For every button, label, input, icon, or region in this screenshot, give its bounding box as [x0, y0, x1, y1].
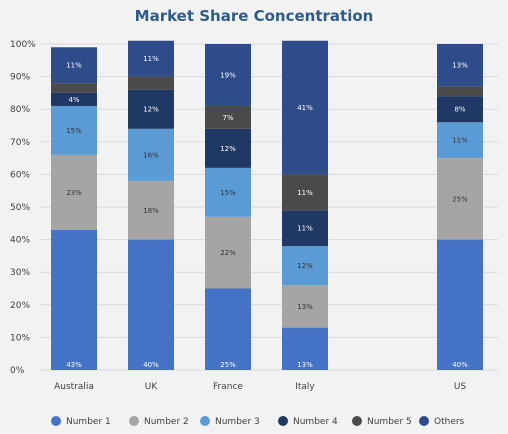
bar-segment: [437, 239, 483, 370]
bar-segment: [282, 246, 328, 286]
bar-segment: [205, 167, 251, 217]
y-tick-label: 60%: [10, 170, 30, 180]
data-label: 12%: [220, 145, 236, 153]
bar-segment: [128, 89, 174, 129]
data-label: 40%: [143, 361, 159, 369]
data-label: 8%: [454, 106, 465, 114]
y-tick-label: 50%: [10, 203, 30, 213]
bar-segment: [205, 216, 251, 289]
data-label: 15%: [66, 127, 82, 135]
bar-segment: [282, 40, 328, 175]
legend-marker: [51, 416, 61, 426]
data-label: 25%: [220, 361, 236, 369]
bar-segment: [437, 122, 483, 159]
y-tick-label: 40%: [10, 236, 30, 246]
data-label: 13%: [297, 361, 313, 369]
legend-label: Number 3: [215, 417, 260, 427]
y-tick-label: 30%: [10, 268, 30, 278]
data-label: 13%: [297, 303, 313, 311]
legend-marker: [278, 416, 288, 426]
bar-segment: [282, 327, 328, 370]
bar-segment: [51, 154, 97, 230]
data-label: 4%: [68, 96, 79, 104]
bar-segment: [437, 158, 483, 240]
bar-segment: [437, 86, 483, 97]
bar-segment: [437, 44, 483, 87]
x-tick-label: Italy: [295, 382, 315, 392]
legend-marker: [129, 416, 139, 426]
data-label: 19%: [220, 71, 236, 79]
data-label: 43%: [66, 361, 82, 369]
bar-segment: [282, 285, 328, 328]
data-label: 7%: [222, 114, 233, 122]
chart-title: Market Share Concentration: [134, 7, 374, 25]
y-tick-label: 80%: [10, 105, 30, 115]
y-tick-label: 20%: [10, 301, 30, 311]
legend-marker: [200, 416, 210, 426]
legend-marker: [352, 416, 362, 426]
bar-segment: [128, 239, 174, 370]
legend-label: Number 1: [66, 417, 111, 427]
data-label: 23%: [66, 189, 82, 197]
data-label: 11%: [66, 62, 82, 70]
legend-marker: [419, 416, 429, 426]
legend-label: Number 2: [144, 417, 189, 427]
bar-segment: [128, 76, 174, 90]
y-tick-label: 70%: [10, 138, 30, 148]
bar-segment: [282, 210, 328, 247]
data-label: 11%: [297, 189, 313, 197]
y-tick-label: 90%: [10, 73, 30, 83]
bar-segment: [128, 128, 174, 181]
data-label: 12%: [143, 106, 159, 114]
data-label: 22%: [220, 249, 236, 257]
bar-segment: [51, 47, 97, 84]
bar-segment: [205, 288, 251, 370]
data-label: 15%: [220, 189, 236, 197]
bar-segment: [51, 92, 97, 106]
legend-label: Others: [434, 417, 465, 427]
y-tick-label: 100%: [10, 40, 36, 50]
data-label: 41%: [297, 104, 313, 112]
bar-segment: [437, 96, 483, 123]
data-label: 11%: [452, 137, 468, 145]
bar-segment: [282, 174, 328, 211]
bar-segment: [128, 180, 174, 240]
y-tick-label: 0%: [10, 366, 25, 376]
data-label: 40%: [452, 361, 468, 369]
data-label: 11%: [143, 55, 159, 63]
bar-segment: [205, 105, 251, 129]
data-label: 13%: [452, 62, 468, 70]
data-label: 18%: [143, 207, 159, 215]
bar-segment: [128, 40, 174, 77]
data-label: 25%: [452, 195, 468, 203]
bar-segment: [51, 83, 97, 93]
bar-segment: [51, 105, 97, 155]
bar-segment: [205, 44, 251, 106]
legend-label: Number 4: [293, 417, 338, 427]
x-tick-label: UK: [145, 382, 159, 392]
data-label: 12%: [297, 262, 313, 270]
y-tick-label: 10%: [10, 333, 30, 343]
x-tick-label: US: [454, 382, 467, 392]
data-label: 11%: [297, 225, 313, 233]
legend-label: Number 5: [367, 417, 412, 427]
bar-segment: [205, 128, 251, 168]
x-tick-label: Australia: [54, 382, 94, 392]
bar-segment: [51, 229, 97, 370]
x-tick-label: France: [213, 382, 243, 392]
data-label: 16%: [143, 151, 159, 159]
